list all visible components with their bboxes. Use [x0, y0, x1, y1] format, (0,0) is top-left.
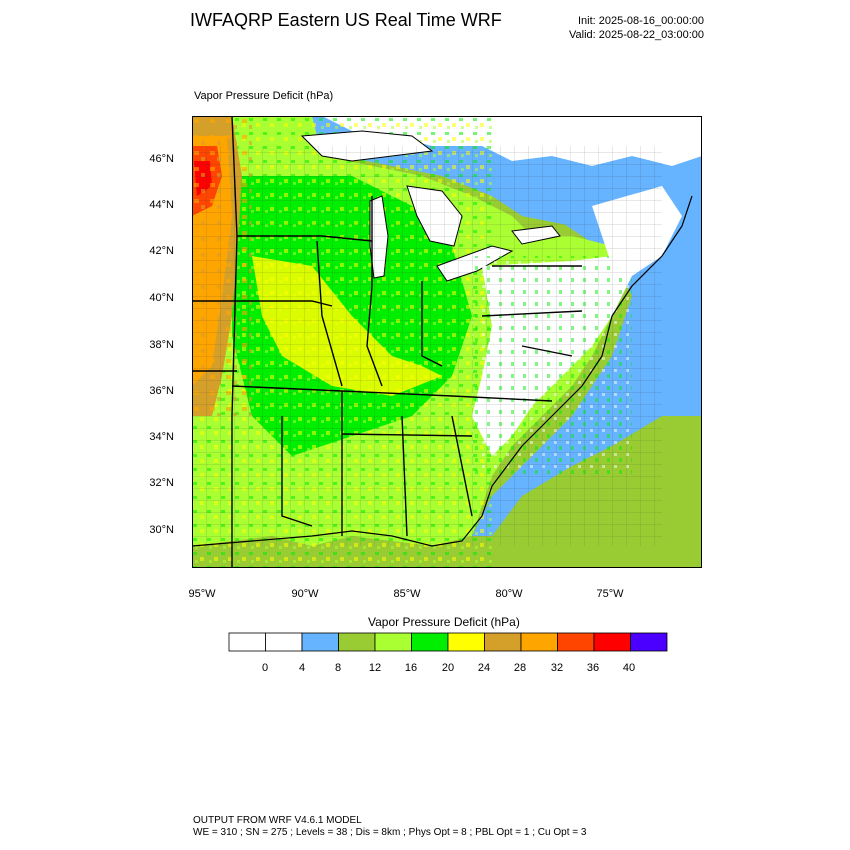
lat-tick-label: 38°N	[149, 339, 174, 351]
lon-tick-label: 90°W	[291, 588, 319, 600]
valid-time: Valid: 2025-08-22_03:00:00	[569, 29, 704, 41]
lat-tick-label: 30°N	[149, 524, 174, 536]
lon-tick-label: 85°W	[393, 588, 421, 600]
colorbar-swatch	[228, 632, 266, 652]
colorbar-tick-label: 16	[404, 662, 418, 674]
colorbar-tick-label: 0	[261, 662, 269, 674]
colorbar-tick-label: 24	[477, 662, 491, 674]
vpd-map	[192, 116, 702, 568]
colorbar-tick-label: 4	[298, 662, 306, 674]
lon-tick-label: 75°W	[596, 588, 624, 600]
colorbar-swatch	[301, 632, 339, 652]
lon-tick-label: 95°W	[188, 588, 216, 600]
lat-tick-label: 42°N	[149, 245, 174, 257]
colorbar-title: Vapor Pressure Deficit (hPa)	[368, 615, 520, 629]
colorbar-swatch	[265, 632, 303, 652]
colorbar-swatch	[593, 632, 631, 652]
lat-tick-label: 36°N	[149, 385, 174, 397]
colorbar-swatch	[338, 632, 376, 652]
colorbar-swatch	[484, 632, 522, 652]
colorbar-swatch	[411, 632, 449, 652]
colorbar-tick-label: 20	[441, 662, 455, 674]
colorbar-swatch	[630, 632, 668, 652]
coastline	[192, 195, 693, 547]
lat-tick-label: 46°N	[149, 153, 174, 165]
model-info-footer: OUTPUT FROM WRF V4.6.1 MODEL WE = 310 ; …	[193, 815, 586, 839]
colorbar-tick-label: 32	[550, 662, 564, 674]
lon-tick-label: 80°W	[495, 588, 523, 600]
state-boundaries	[192, 116, 583, 568]
colorbar-tick-label: 28	[513, 662, 527, 674]
lat-tick-label: 32°N	[149, 477, 174, 489]
lat-tick-label: 40°N	[149, 292, 174, 304]
map-frame	[192, 116, 702, 568]
colorbar-swatch	[447, 632, 485, 652]
colorbar-tick-label: 40	[622, 662, 636, 674]
colorbar-swatch	[557, 632, 595, 652]
colorbar	[228, 632, 668, 652]
lat-tick-label: 34°N	[149, 431, 174, 443]
colorbar-swatch	[374, 632, 412, 652]
colorbar-tick-label: 36	[586, 662, 600, 674]
page-title: IWFAQRP Eastern US Real Time WRF	[190, 10, 502, 30]
colorbar-swatch	[520, 632, 558, 652]
footer-line-1: OUTPUT FROM WRF V4.6.1 MODEL	[193, 815, 362, 826]
colorbar-tick-label: 8	[334, 662, 342, 674]
county-grid	[192, 146, 662, 546]
field-label: Vapor Pressure Deficit (hPa)	[194, 90, 334, 102]
init-time: Init: 2025-08-16_00:00:00	[578, 15, 704, 27]
footer-line-2: WE = 310 ; SN = 275 ; Levels = 38 ; Dis …	[193, 827, 587, 838]
lat-tick-label: 44°N	[149, 199, 174, 211]
colorbar-tick-label: 12	[368, 662, 382, 674]
time-info: Init: 2025-08-16_00:00:00 Valid: 2025-08…	[569, 14, 704, 42]
